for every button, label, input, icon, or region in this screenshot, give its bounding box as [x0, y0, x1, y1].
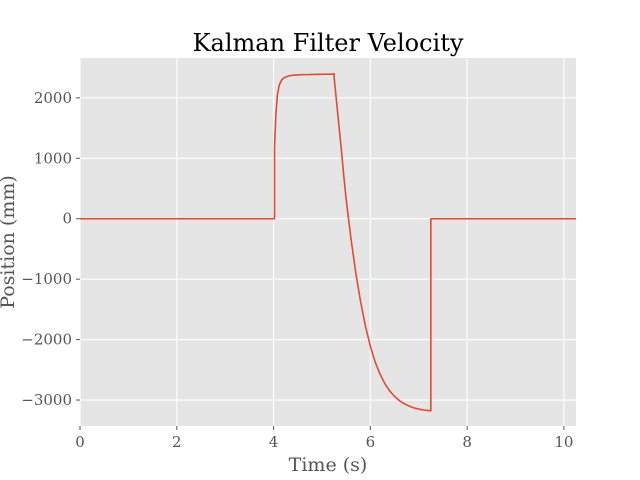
y-tick-label: 0 [62, 210, 72, 228]
grid-x [79, 58, 565, 426]
plot-area [80, 58, 576, 426]
x-tick-label: 6 [366, 433, 376, 451]
x-tick-label: 4 [269, 433, 279, 451]
y-axis-label: Position (mm) [0, 175, 19, 309]
x-tick-label: 8 [462, 433, 472, 451]
y-tick-label: −1000 [21, 270, 72, 288]
x-tick-label: 10 [554, 433, 573, 451]
y-tick-label: −2000 [21, 331, 72, 349]
y-axis-ticks: 2000 1000 0 −1000 −2000 −3000 [21, 89, 80, 409]
series-layer [80, 72, 576, 412]
x-tick-label: 2 [172, 433, 182, 451]
series-line [80, 72, 576, 412]
x-axis-label: Time (s) [289, 454, 368, 476]
y-tick-label: 1000 [34, 149, 72, 167]
chart-title: Kalman Filter Velocity [193, 29, 464, 57]
y-tick-label: 2000 [34, 89, 72, 107]
y-tick-label: −3000 [21, 391, 72, 409]
x-tick-label: 0 [75, 433, 85, 451]
x-axis-ticks: 0 2 4 6 8 10 [75, 426, 573, 451]
